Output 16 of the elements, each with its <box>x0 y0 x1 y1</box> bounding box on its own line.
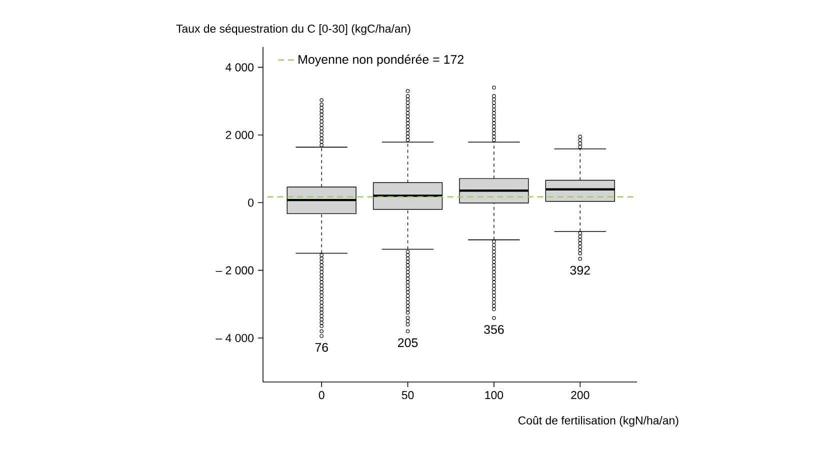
y-tick-label: 0 <box>248 198 254 207</box>
annotation: 392 <box>570 266 590 275</box>
x-tick-label: 50 <box>402 391 414 400</box>
y-tick-label: 2 000 <box>226 130 254 140</box>
annotation: 76 <box>315 343 328 352</box>
y-tick-label: – 2 000 <box>216 266 254 274</box>
x-tick-label: 0 <box>318 391 324 400</box>
x-tick-label: 200 <box>571 391 590 400</box>
y-tick-label: 4 000 <box>226 63 254 72</box>
y-axis-title: Taux de séquestration du C [0-30] (kgC/ha/an) <box>176 24 410 35</box>
x-axis-title: Coût de fertilisation (kgN/ha/an) <box>518 416 678 427</box>
x-tick-label: 100 <box>485 391 504 400</box>
y-tick-label: – 4 000 <box>216 334 254 342</box>
annotation: 205 <box>398 338 418 348</box>
annotation: 356 <box>484 325 504 334</box>
legend-label: Moyenne non pondérée = 172 <box>298 54 464 66</box>
